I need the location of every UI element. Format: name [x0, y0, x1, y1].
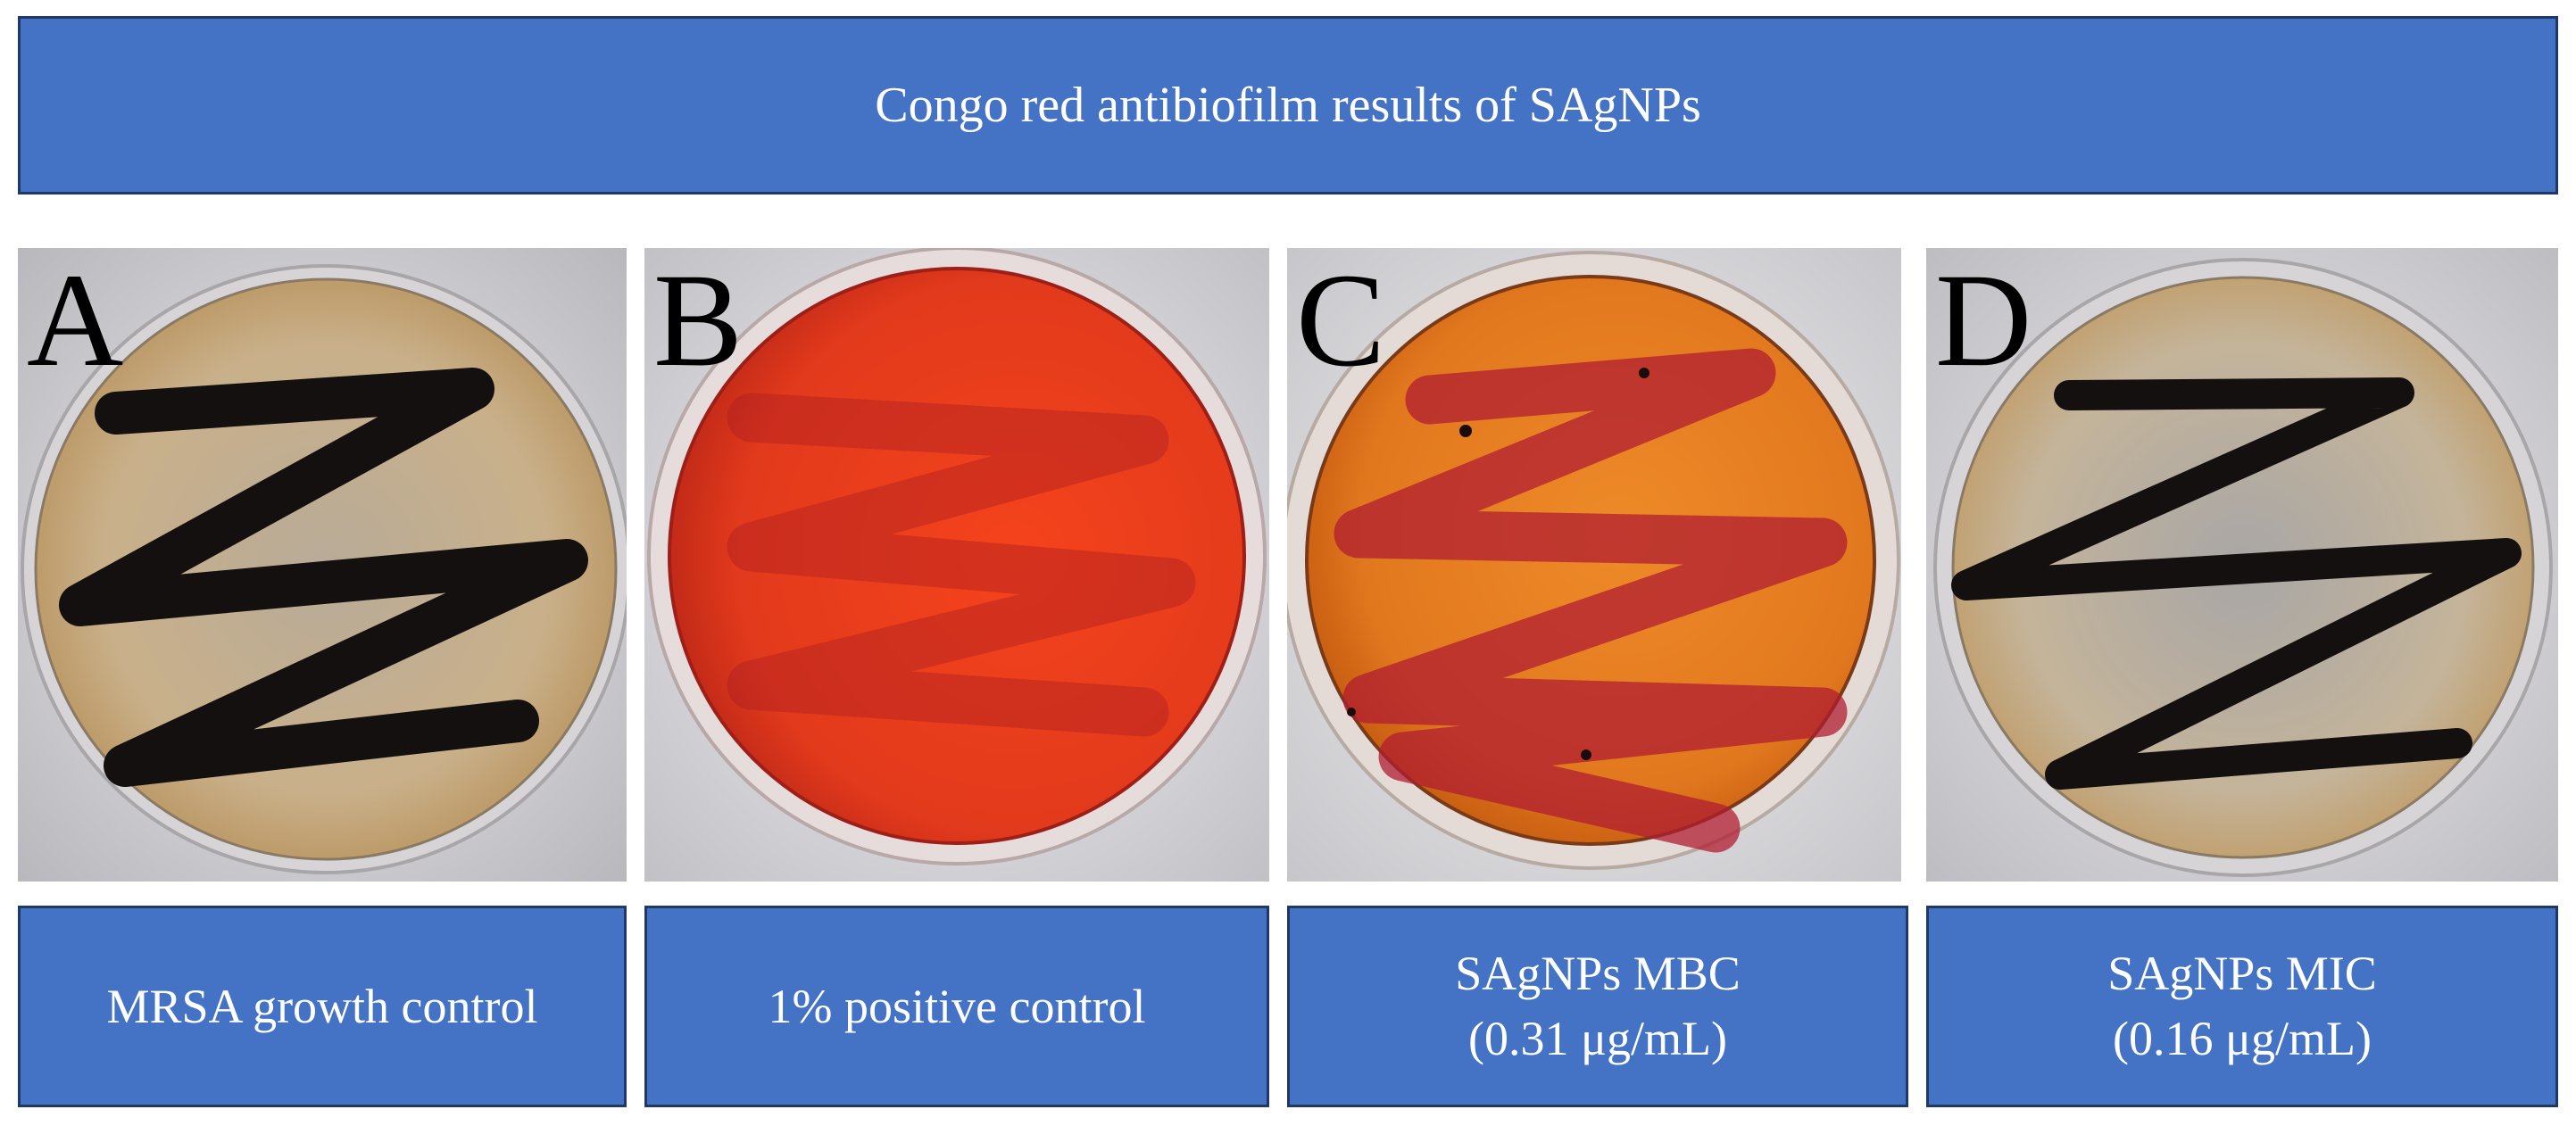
caption-box-a: MRSA growth control: [18, 906, 627, 1107]
panel-a-letter: A: [27, 248, 124, 394]
panel-c-photo: C: [1287, 248, 1901, 882]
panel-d-photo: D: [1926, 248, 2558, 882]
panel-b-letter: B: [653, 248, 744, 394]
petri-dish-d-image: [1926, 248, 2558, 882]
caption-box-d: SAgNPs MIC (0.16 μg/mL): [1926, 906, 2558, 1107]
petri-dish-a-image: [18, 248, 627, 882]
figure-title-box: Congo red antibiofilm results of SAgNPs: [18, 16, 2558, 195]
caption-b-line1: 1% positive control: [768, 979, 1146, 1033]
caption-d-line2: (0.16 μg/mL): [2113, 1012, 2372, 1065]
panel-c-letter: C: [1296, 248, 1386, 394]
panel-d-letter: D: [1935, 248, 2032, 394]
panel-b-photo: B: [644, 248, 1269, 882]
caption-box-c: SAgNPs MBC (0.31 μg/mL): [1287, 906, 1908, 1107]
petri-dish-c-image: [1287, 248, 1901, 882]
caption-d-line1: SAgNPs MIC: [2107, 947, 2377, 1001]
caption-c-line1: SAgNPs MBC: [1455, 947, 1741, 1001]
caption-c-line2: (0.31 μg/mL): [1468, 1012, 1727, 1065]
caption-box-b: 1% positive control: [644, 906, 1269, 1107]
caption-a-line1: MRSA growth control: [106, 979, 538, 1033]
panel-a-photo: A: [18, 248, 627, 882]
petri-dish-b-image: [644, 248, 1269, 882]
figure-title: Congo red antibiofilm results of SAgNPs: [875, 78, 1701, 133]
